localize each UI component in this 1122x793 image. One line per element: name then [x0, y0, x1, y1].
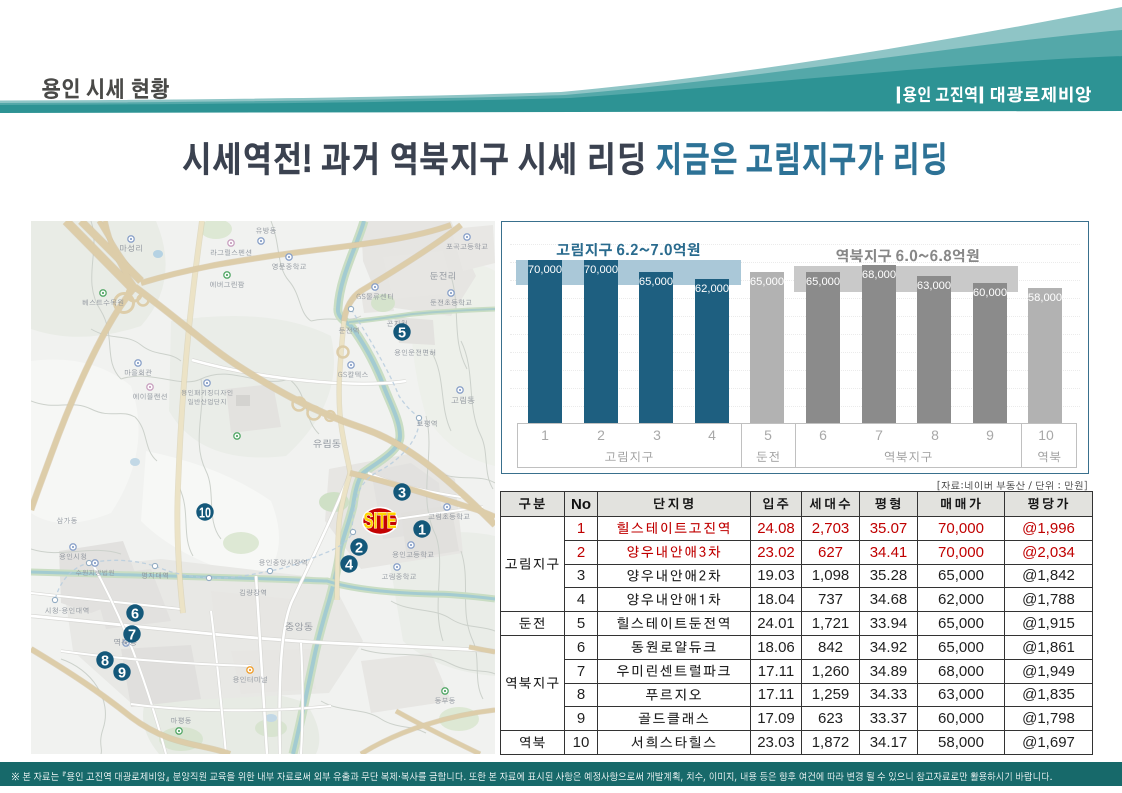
svg-text:10: 10	[199, 505, 211, 521]
svg-text:4: 4	[345, 557, 353, 573]
svg-text:1: 1	[418, 522, 426, 538]
svg-text:2: 2	[355, 540, 363, 556]
svg-text:9: 9	[118, 665, 126, 681]
svg-text:6: 6	[131, 606, 139, 622]
svg-text:3: 3	[398, 485, 406, 501]
svg-text:8: 8	[101, 653, 109, 669]
svg-text:5: 5	[398, 325, 406, 341]
svg-text:7: 7	[128, 627, 136, 643]
svg-text:SITE: SITE	[364, 508, 397, 533]
